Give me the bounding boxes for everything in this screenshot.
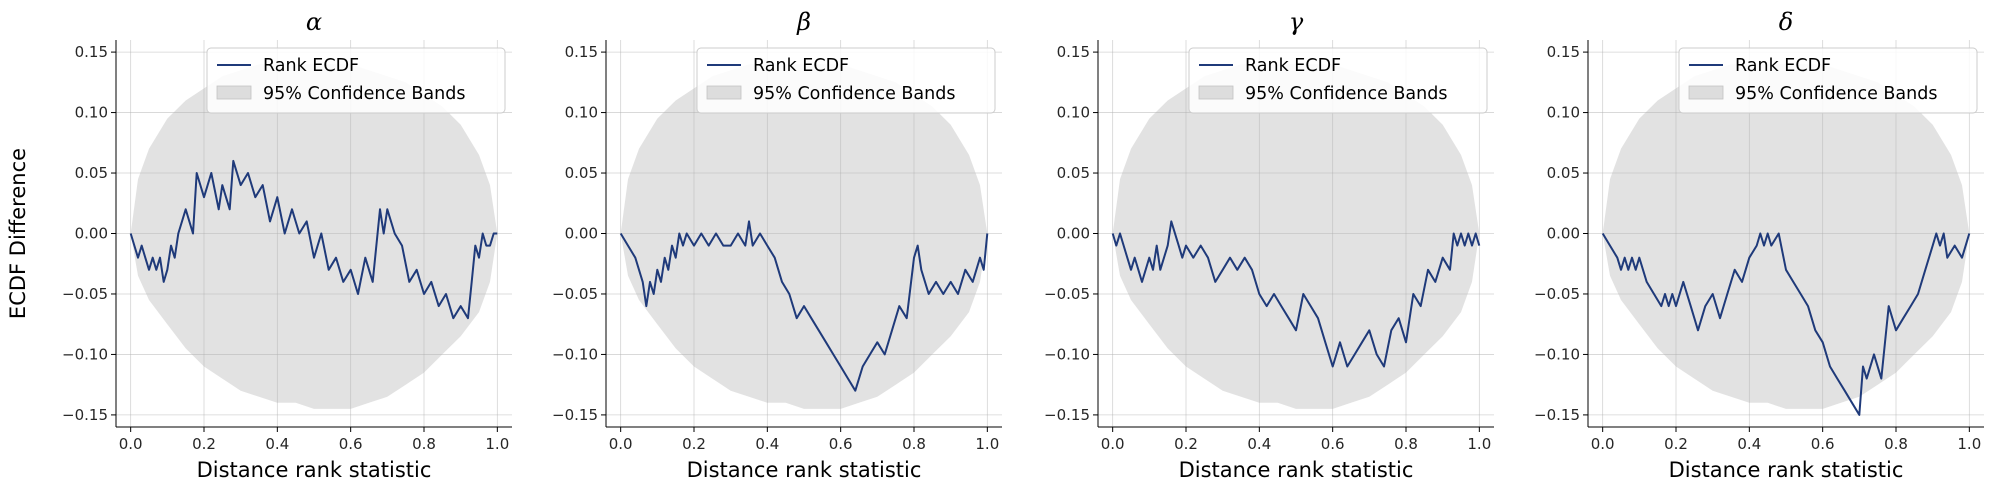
y-tick-label: −0.15 — [552, 406, 598, 424]
confidence-band — [130, 64, 498, 409]
legend-band-swatch — [216, 85, 252, 100]
panel-3: 0.0 0.2 0.4 0.6 0.8 1.0 −0.15 −0.10 −0.05 0.00 0.0… — [1044, 8, 1494, 482]
legend-band-swatch — [1198, 85, 1234, 100]
y-tick-label: 0.15 — [1547, 43, 1580, 61]
x-tick-label: 0.0 — [1101, 435, 1125, 453]
x-tick-label: 0.6 — [339, 435, 363, 453]
y-tick-label: 0.05 — [1547, 164, 1580, 182]
x-tick-label: 0.4 — [265, 435, 289, 453]
legend: Rank ECDF 95% Confidence Bands — [1678, 47, 1978, 114]
panel-1: 0.0 0.2 0.4 0.6 0.8 1.0 −0.15 −0.10 −0.05 0.00 0.0… — [6, 8, 512, 482]
y-tick-label: −0.15 — [1534, 406, 1580, 424]
x-axis-label: Distance rank statistic — [687, 458, 922, 482]
legend-box — [696, 47, 996, 114]
legend-label-confidence-bands: 95% Confidence Bands — [263, 84, 465, 104]
x-axis-label: Distance rank statistic — [197, 458, 432, 482]
y-tick-label: −0.10 — [62, 345, 108, 363]
x-tick-label: 0.8 — [902, 435, 926, 453]
x-tick-label: 0.8 — [412, 435, 436, 453]
confidence-band — [620, 64, 988, 409]
y-tick-label: 0.00 — [565, 225, 598, 243]
x-tick-label: 1.0 — [485, 435, 509, 453]
y-tick-label: 0.15 — [565, 43, 598, 61]
confidence-band — [1602, 64, 1970, 409]
x-tick-label: 0.4 — [1737, 435, 1761, 453]
y-tick-label: −0.10 — [552, 345, 598, 363]
x-axis-label: Distance rank statistic — [1669, 458, 1904, 482]
y-tick-label: 0.00 — [1057, 225, 1090, 243]
legend-label-rank-ecdf: Rank ECDF — [1245, 56, 1341, 76]
y-tick-label: −0.15 — [62, 406, 108, 424]
ecdf-line — [1601, 232, 1971, 416]
x-tick-label: 0.0 — [1591, 435, 1615, 453]
legend-box — [1678, 47, 1978, 114]
legend-label-confidence-bands: 95% Confidence Bands — [753, 84, 955, 104]
x-tick-label: 1.0 — [1467, 435, 1491, 453]
x-tick-label: 0.0 — [119, 435, 143, 453]
x-axis-label: Distance rank statistic — [1179, 458, 1414, 482]
ecdf-line — [619, 220, 989, 392]
legend-label-confidence-bands: 95% Confidence Bands — [1735, 84, 1937, 104]
x-tick-label: 0.2 — [192, 435, 216, 453]
confidence-band — [1112, 64, 1480, 409]
y-tick-label: 0.10 — [1547, 104, 1580, 122]
panel-title: δ — [1779, 8, 1793, 36]
legend-label-rank-ecdf: Rank ECDF — [263, 56, 359, 76]
y-tick-label: 0.15 — [75, 43, 108, 61]
y-tick-label: 0.10 — [1057, 104, 1090, 122]
y-tick-label: 0.10 — [565, 104, 598, 122]
legend-box — [206, 47, 506, 114]
panel-4: 0.0 0.2 0.4 0.6 0.8 1.0 −0.15 −0.10 −0.05 0.00 0.0… — [1534, 8, 1984, 482]
legend-label-rank-ecdf: Rank ECDF — [1735, 56, 1831, 76]
y-tick-label: 0.15 — [1057, 43, 1090, 61]
y-tick-label: 0.05 — [1057, 164, 1090, 182]
x-tick-label: 0.2 — [1664, 435, 1688, 453]
ecdf-line — [129, 159, 498, 320]
panel-2: 0.0 0.2 0.4 0.6 0.8 1.0 −0.15 −0.10 −0.05 0.00 0.0… — [552, 8, 1002, 482]
panel-title: γ — [1289, 8, 1304, 36]
x-tick-label: 1.0 — [1957, 435, 1981, 453]
legend-label-confidence-bands: 95% Confidence Bands — [1245, 84, 1447, 104]
x-tick-label: 0.2 — [1174, 435, 1198, 453]
y-tick-label: −0.10 — [1044, 345, 1090, 363]
x-tick-label: 1.0 — [975, 435, 999, 453]
x-tick-label: 0.8 — [1884, 435, 1908, 453]
y-tick-label: −0.05 — [1534, 285, 1580, 303]
legend: Rank ECDF 95% Confidence Bands — [1188, 47, 1488, 114]
legend-band-swatch — [1688, 85, 1724, 100]
y-axis-label: ECDF Difference — [6, 148, 30, 319]
y-tick-label: 0.05 — [75, 164, 108, 182]
y-tick-label: 0.00 — [1547, 225, 1580, 243]
y-tick-label: −0.05 — [62, 285, 108, 303]
x-tick-label: 0.6 — [1811, 435, 1835, 453]
x-tick-label: 0.0 — [609, 435, 633, 453]
legend-label-rank-ecdf: Rank ECDF — [753, 56, 849, 76]
y-tick-label: −0.05 — [1044, 285, 1090, 303]
panel-title: α — [306, 8, 322, 36]
x-tick-label: 0.8 — [1394, 435, 1418, 453]
y-tick-label: −0.10 — [1534, 345, 1580, 363]
ecdf-line — [1111, 220, 1481, 368]
y-tick-label: 0.10 — [75, 104, 108, 122]
panel-title: β — [796, 8, 811, 36]
x-tick-label: 0.6 — [829, 435, 853, 453]
y-tick-label: −0.15 — [1044, 406, 1090, 424]
x-tick-label: 0.6 — [1321, 435, 1345, 453]
x-tick-label: 0.4 — [1247, 435, 1271, 453]
x-tick-label: 0.2 — [682, 435, 706, 453]
x-tick-label: 0.4 — [755, 435, 779, 453]
y-tick-label: 0.00 — [75, 225, 108, 243]
y-tick-label: 0.05 — [565, 164, 598, 182]
y-tick-label: −0.05 — [552, 285, 598, 303]
legend-band-swatch — [706, 85, 742, 100]
legend: Rank ECDF 95% Confidence Bands — [206, 47, 506, 114]
legend: Rank ECDF 95% Confidence Bands — [696, 47, 996, 114]
legend-box — [1188, 47, 1488, 114]
